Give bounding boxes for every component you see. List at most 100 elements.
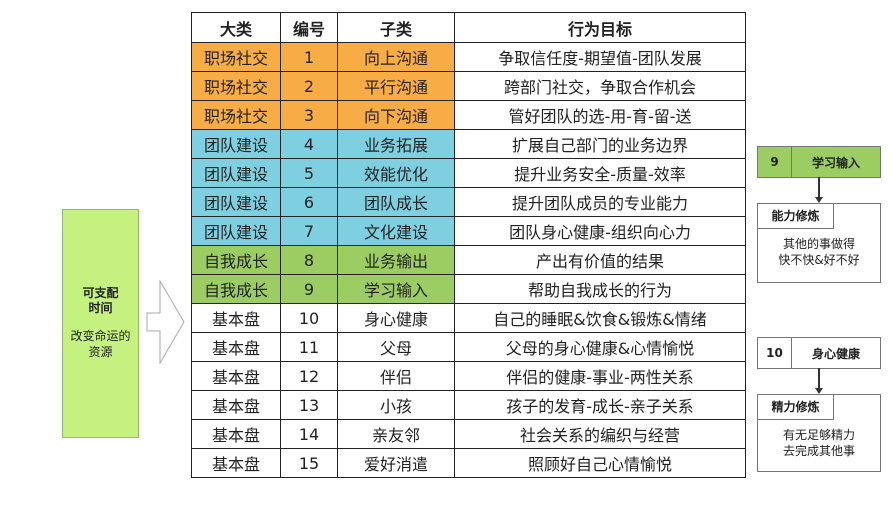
cell-sub: 爱好消遣: [337, 448, 455, 478]
cell-goal: 扩展自己部门的业务边界: [454, 129, 746, 159]
header-no: 编号: [280, 12, 338, 43]
cell-category: 团队建设: [191, 187, 281, 217]
table-row: 团队建设 4 业务拓展 扩展自己部门的业务边界: [191, 129, 746, 159]
cell-no: 10: [280, 303, 338, 333]
cell-no: 11: [280, 332, 338, 362]
table-row: 团队建设 7 文化建设 团队身心健康-组织向心力: [191, 216, 746, 246]
cell-goal: 伴侣的健康-事业-两性关系: [454, 361, 746, 391]
left-sub-2: 资源: [88, 345, 113, 359]
box-no: 9: [758, 147, 792, 177]
cell-no: 3: [280, 100, 338, 130]
left-sub-1: 改变命运的: [70, 329, 131, 343]
cell-category: 团队建设: [191, 129, 281, 159]
cell-category: 基本盘: [191, 419, 281, 449]
desc-1: 其他的事做得: [782, 237, 855, 251]
table-row: 职场社交 3 向下沟通 管好团队的选-用-育-留-送: [191, 100, 746, 130]
box-no: 10: [758, 338, 792, 368]
cell-goal: 跨部门社交，争取合作机会: [454, 71, 746, 101]
cell-no: 2: [280, 71, 338, 101]
table-row: 基本盘 13 小孩 孩子的发育-成长-亲子关系: [191, 390, 746, 420]
cell-goal: 照顾好自己心情愉悦: [454, 448, 746, 478]
cell-category: 自我成长: [191, 274, 281, 304]
arrow-down-icon: [815, 197, 823, 203]
left-title-1: 可支配: [82, 286, 119, 300]
header-goal: 行为目标: [454, 12, 746, 43]
cell-no: 7: [280, 216, 338, 246]
cell-category: 自我成长: [191, 245, 281, 275]
behavior-table: 大类 编号 子类 行为目标 职场社交 1 向上沟通 争取信任度-期望值-团队发展 职场社…: [191, 12, 746, 478]
cell-category: 职场社交: [191, 42, 281, 72]
table-row: 基本盘 11 父母 父母的身心健康&心情愉悦: [191, 332, 746, 362]
energy-training-box: 精力修炼 有无足够精力 去完成其他事: [757, 394, 881, 472]
cell-goal: 争取信任度-期望值-团队发展: [454, 42, 746, 72]
box-label: 身心健康: [811, 346, 860, 361]
right-arrow-icon: [146, 280, 185, 364]
table-row: 职场社交 1 向上沟通 争取信任度-期望值-团队发展: [191, 42, 746, 72]
table-row: 基本盘 15 爱好消遣 照顾好自己心情愉悦: [191, 448, 746, 478]
cell-no: 13: [280, 390, 338, 420]
cell-sub: 向上沟通: [337, 42, 455, 72]
cell-sub: 父母: [337, 332, 455, 362]
cell-category: 职场社交: [191, 71, 281, 101]
cell-no: 4: [280, 129, 338, 159]
connector-line: [818, 177, 820, 198]
cell-no: 6: [280, 187, 338, 217]
cell-sub: 业务输出: [337, 245, 455, 275]
table-row: 自我成长 8 业务输出 产出有价值的结果: [191, 245, 746, 275]
cell-no: 15: [280, 448, 338, 478]
cell-no: 5: [280, 158, 338, 188]
health-box: 10 身心健康: [757, 337, 881, 369]
cell-category: 基本盘: [191, 332, 281, 362]
table-row: 基本盘 14 亲友邻 社会关系的编织与经营: [191, 419, 746, 449]
cell-goal: 团队身心健康-组织向心力: [454, 216, 746, 246]
tag-label: 精力修炼: [757, 394, 834, 420]
cell-goal: 提升团队成员的专业能力: [454, 187, 746, 217]
header-sub: 子类: [337, 12, 455, 43]
cell-goal: 父母的身心健康&心情愉悦: [454, 332, 746, 362]
cell-goal: 孩子的发育-成长-亲子关系: [454, 390, 746, 420]
table-header: 大类 编号 子类 行为目标: [191, 12, 746, 43]
cell-no: 9: [280, 274, 338, 304]
cell-sub: 小孩: [337, 390, 455, 420]
cell-sub: 团队成长: [337, 187, 455, 217]
desc-2: 去完成其他事: [782, 444, 855, 458]
cell-sub: 文化建设: [337, 216, 455, 246]
tag-label: 能力修炼: [757, 203, 834, 229]
cell-category: 团队建设: [191, 158, 281, 188]
ability-training-box: 能力修炼 其他的事做得 快不快&好不好: [757, 203, 881, 283]
left-title-2: 时间: [88, 301, 113, 315]
cell-no: 1: [280, 42, 338, 72]
box-label: 学习输入: [811, 155, 860, 170]
cell-sub: 学习输入: [337, 274, 455, 304]
cell-goal: 提升业务安全-质量-效率: [454, 158, 746, 188]
cell-no: 8: [280, 245, 338, 275]
cell-category: 基本盘: [191, 448, 281, 478]
learning-input-box: 9 学习输入: [757, 146, 881, 178]
cell-sub: 身心健康: [337, 303, 455, 333]
cell-sub: 业务拓展: [337, 129, 455, 159]
table-row: 团队建设 5 效能优化 提升业务安全-质量-效率: [191, 158, 746, 188]
cell-sub: 平行沟通: [337, 71, 455, 101]
table-row: 基本盘 12 伴侣 伴侣的健康-事业-两性关系: [191, 361, 746, 391]
cell-goal: 帮助自我成长的行为: [454, 274, 746, 304]
table-row: 职场社交 2 平行沟通 跨部门社交，争取合作机会: [191, 71, 746, 101]
cell-no: 12: [280, 361, 338, 391]
cell-category: 基本盘: [191, 303, 281, 333]
cell-category: 团队建设: [191, 216, 281, 246]
cell-sub: 效能优化: [337, 158, 455, 188]
cell-goal: 社会关系的编织与经营: [454, 419, 746, 449]
arrow-down-icon: [815, 388, 823, 394]
cell-sub: 亲友邻: [337, 419, 455, 449]
header-category: 大类: [191, 12, 281, 43]
desc-1: 有无足够精力: [782, 428, 855, 442]
cell-goal: 自己的睡眠&饮食&锻炼&情绪: [454, 303, 746, 333]
table-row: 团队建设 6 团队成长 提升团队成员的专业能力: [191, 187, 746, 217]
table-row: 基本盘 10 身心健康 自己的睡眠&饮食&锻炼&情绪: [191, 303, 746, 333]
cell-goal: 产出有价值的结果: [454, 245, 746, 275]
cell-category: 基本盘: [191, 390, 281, 420]
cell-sub: 伴侣: [337, 361, 455, 391]
cell-category: 基本盘: [191, 361, 281, 391]
cell-no: 14: [280, 419, 338, 449]
cell-sub: 向下沟通: [337, 100, 455, 130]
disposable-time-box: 可支配 时间 改变命运的资源: [62, 209, 139, 438]
